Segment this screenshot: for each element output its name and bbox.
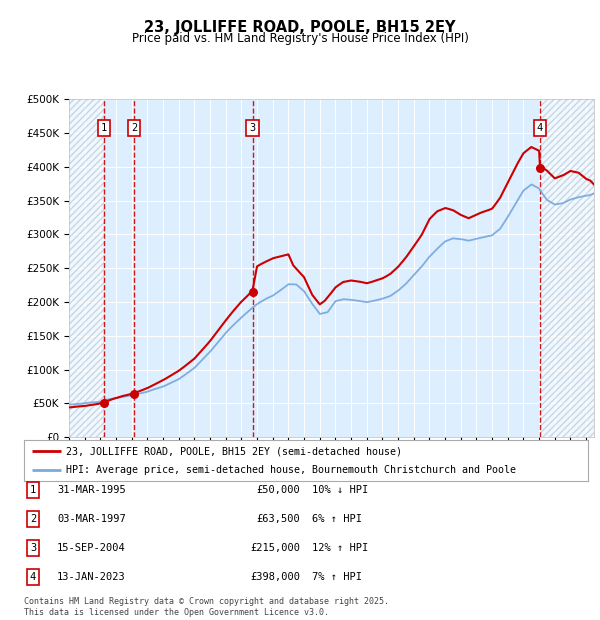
Text: £215,000: £215,000	[250, 543, 300, 553]
Text: 2: 2	[131, 123, 137, 133]
Text: Price paid vs. HM Land Registry's House Price Index (HPI): Price paid vs. HM Land Registry's House …	[131, 32, 469, 45]
Text: 1: 1	[101, 123, 107, 133]
Text: 4: 4	[536, 123, 543, 133]
Text: 7% ↑ HPI: 7% ↑ HPI	[312, 572, 362, 582]
Text: £50,000: £50,000	[256, 485, 300, 495]
Text: 6% ↑ HPI: 6% ↑ HPI	[312, 514, 362, 524]
Text: 1: 1	[30, 485, 36, 495]
Text: 13-JAN-2023: 13-JAN-2023	[57, 572, 126, 582]
Text: 15-SEP-2004: 15-SEP-2004	[57, 543, 126, 553]
Text: £63,500: £63,500	[256, 514, 300, 524]
Text: 31-MAR-1995: 31-MAR-1995	[57, 485, 126, 495]
Text: 3: 3	[250, 123, 256, 133]
Text: 03-MAR-1997: 03-MAR-1997	[57, 514, 126, 524]
Text: £398,000: £398,000	[250, 572, 300, 582]
Text: HPI: Average price, semi-detached house, Bournemouth Christchurch and Poole: HPI: Average price, semi-detached house,…	[66, 464, 516, 475]
Bar	[69, 99, 104, 437]
Text: 23, JOLLIFFE ROAD, POOLE, BH15 2EY (semi-detached house): 23, JOLLIFFE ROAD, POOLE, BH15 2EY (semi…	[66, 446, 403, 456]
Text: 12% ↑ HPI: 12% ↑ HPI	[312, 543, 368, 553]
Bar	[540, 99, 594, 437]
Text: 10% ↓ HPI: 10% ↓ HPI	[312, 485, 368, 495]
Text: 23, JOLLIFFE ROAD, POOLE, BH15 2EY: 23, JOLLIFFE ROAD, POOLE, BH15 2EY	[144, 20, 456, 35]
Text: Contains HM Land Registry data © Crown copyright and database right 2025.
This d: Contains HM Land Registry data © Crown c…	[24, 598, 389, 617]
Text: 3: 3	[30, 543, 36, 553]
Text: 4: 4	[30, 572, 36, 582]
Text: 2: 2	[30, 514, 36, 524]
